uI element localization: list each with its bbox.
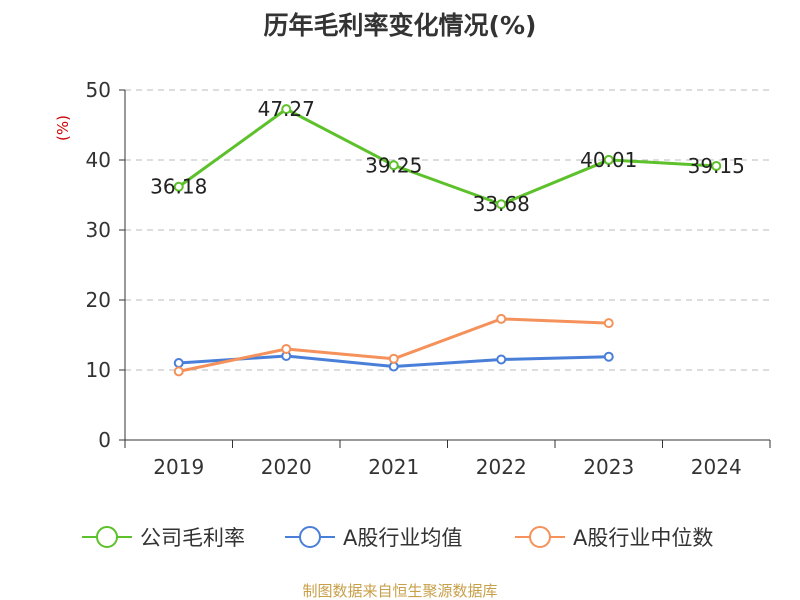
legend-marker xyxy=(96,526,118,548)
legend-label: A股行业均值 xyxy=(343,526,462,550)
x-tick-label: 2022 xyxy=(476,455,527,479)
y-tick-label: 50 xyxy=(86,78,111,102)
legend: 公司毛利率 A股行业均值 A股行业中位数 xyxy=(82,526,713,550)
chart-title: 历年毛利率变化情况(%) xyxy=(263,11,537,40)
data-label: 36.18 xyxy=(150,175,207,199)
data-point xyxy=(496,354,507,365)
legend-marker xyxy=(299,526,321,548)
legend-item: 公司毛利率 xyxy=(82,526,245,550)
legend-item: A股行业中位数 xyxy=(515,526,713,550)
data-point xyxy=(603,351,614,362)
data-label: 33.68 xyxy=(473,192,530,216)
data-point xyxy=(173,181,184,192)
legend-item: A股行业均值 xyxy=(285,526,462,550)
data-point xyxy=(711,160,722,171)
y-tick-label: 20 xyxy=(86,288,111,312)
data-point xyxy=(603,318,614,329)
data-point xyxy=(388,353,399,364)
data-point xyxy=(173,358,184,368)
legend-label: A股行业中位数 xyxy=(573,526,713,550)
grid-layer xyxy=(125,89,770,371)
source-note: 制图数据来自恒生聚源数据库 xyxy=(302,582,498,600)
data-label: 39.25 xyxy=(365,153,422,177)
y-tick-label: 10 xyxy=(86,358,111,382)
data-point xyxy=(388,160,399,171)
x-tick-label: 2023 xyxy=(583,455,634,479)
y-tick-label: 40 xyxy=(86,148,111,172)
axis-layer: 0 10 20 30 40 50 2019 2020 2021 2022 2023 2024 (%) xyxy=(54,78,771,479)
x-tick-label: 2021 xyxy=(368,455,419,479)
x-tick-label: 2024 xyxy=(691,455,742,479)
legend-label: 公司毛利率 xyxy=(140,526,245,550)
x-tick-label: 2020 xyxy=(261,455,312,479)
data-label: 40.01 xyxy=(580,148,637,172)
data-label: 47.27 xyxy=(258,97,315,121)
label-layer: 36.18 47.27 39.25 33.68 40.01 39.15 xyxy=(150,97,745,216)
data-point xyxy=(496,313,507,324)
x-tick-label: 2019 xyxy=(153,455,204,479)
data-point xyxy=(281,104,292,115)
y-axis-label: (%) xyxy=(54,115,72,141)
data-label: 39.15 xyxy=(688,154,745,178)
data-point xyxy=(603,154,614,165)
series-line xyxy=(177,107,717,206)
y-tick-label: 0 xyxy=(98,428,111,452)
data-point xyxy=(173,366,184,377)
y-tick-label: 30 xyxy=(86,218,111,242)
data-point xyxy=(496,199,507,210)
series-layer xyxy=(173,104,722,377)
data-point xyxy=(281,344,292,354)
legend-marker xyxy=(529,526,551,548)
